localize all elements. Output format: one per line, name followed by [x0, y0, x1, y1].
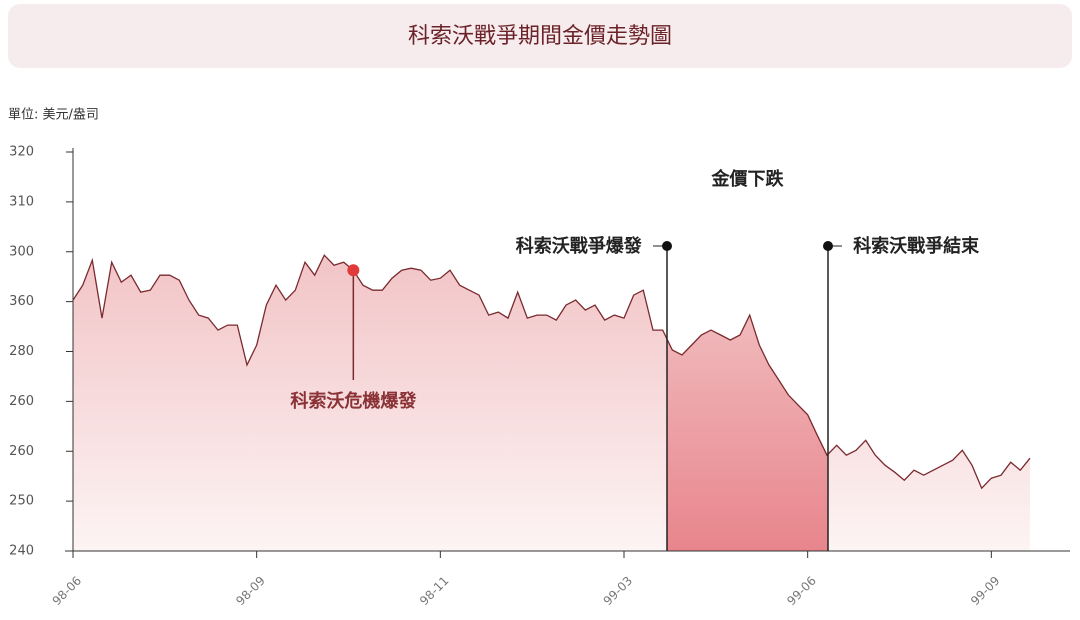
- x-tick-label: 98-11: [417, 574, 452, 609]
- highlight-region: [667, 255, 828, 551]
- annotation: 科索沃戰爭結束: [853, 235, 980, 257]
- title-box: [8, 4, 1072, 68]
- annotation: 金價下跌: [711, 168, 785, 190]
- x-tick-label: 99-06: [784, 574, 819, 609]
- line: [72, 254, 1031, 490]
- unit-label: 單位: 美元/盎司: [8, 108, 99, 123]
- x-tick-label: 98-09: [233, 574, 268, 609]
- y-tick-label: 260: [9, 444, 34, 459]
- y-tick-label: 320: [9, 145, 34, 160]
- x-tick-label: 98-06: [50, 574, 85, 609]
- y-tick-label: 250: [9, 494, 34, 509]
- x-tick-label: 99-09: [968, 574, 1003, 609]
- x-tick-label: 99-03: [601, 574, 636, 609]
- y-tick-label: 300: [9, 244, 34, 259]
- annotation: 科索沃危機爆發: [290, 390, 417, 412]
- event-dot: [347, 264, 360, 277]
- event-marker: [823, 241, 833, 251]
- annotation: 科索沃戰爭爆發: [516, 235, 643, 257]
- y-tick-label: 240: [9, 544, 34, 559]
- chart-title: 科索沃戰爭期間金價走勢圖: [408, 24, 672, 49]
- y-tick-label: 260: [9, 394, 34, 409]
- area: [73, 255, 1030, 551]
- event-marker: [662, 241, 672, 251]
- y-tick-label: 360: [9, 294, 34, 309]
- y-tick-label: 310: [9, 194, 34, 209]
- y-tick-label: 280: [9, 344, 34, 359]
